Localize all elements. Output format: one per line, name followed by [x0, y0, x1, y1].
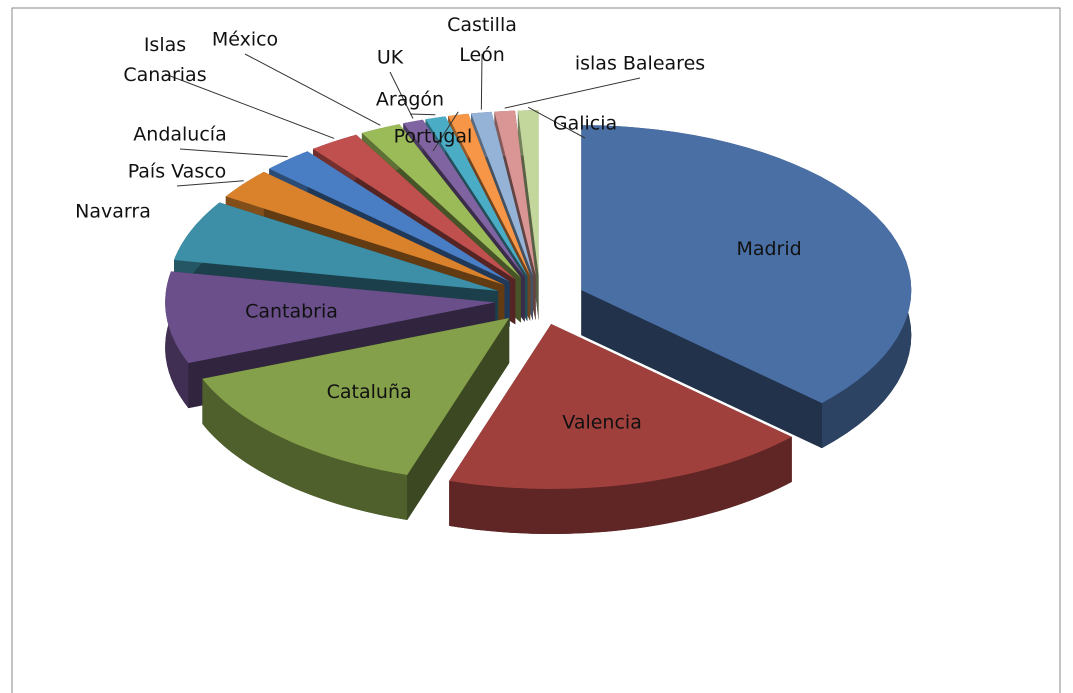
- leader-line: [179, 148, 288, 158]
- slice-top: [425, 116, 528, 277]
- slice-top: [449, 323, 792, 489]
- slice-rim: [449, 436, 792, 534]
- slice-rim: [202, 378, 408, 520]
- slice-top: [174, 202, 499, 291]
- slice-label: Portugal: [394, 126, 473, 148]
- slice-wall: [581, 290, 822, 449]
- slice-label: Cantabria: [245, 300, 338, 322]
- slice-label: País Vasco: [128, 161, 227, 183]
- pie-slice: [202, 318, 510, 520]
- slice-top: [517, 110, 539, 276]
- slice-label: Madrid: [736, 238, 801, 260]
- slice-top: [202, 318, 510, 475]
- slice-top: [471, 111, 533, 276]
- pie-slice: [581, 125, 912, 449]
- slice-label: Castilla León: [447, 14, 517, 66]
- leader-line: [244, 53, 381, 126]
- leader-line: [480, 53, 483, 110]
- slice-top: [269, 151, 510, 282]
- leader-line: [527, 106, 586, 139]
- pie-slice: [449, 323, 792, 534]
- slice-label: México: [212, 29, 278, 51]
- slice-top: [165, 271, 496, 364]
- leader-line: [176, 180, 244, 187]
- slice-top: [494, 110, 536, 276]
- slice-top: [448, 113, 531, 276]
- leader-line: [389, 71, 414, 119]
- slice-label: Navarra: [75, 201, 151, 223]
- slice-top: [225, 171, 505, 285]
- slice-label: Valencia: [562, 412, 642, 434]
- slice-label: Islas Canarias: [123, 34, 206, 86]
- leader-line: [409, 113, 436, 116]
- leader-line: [432, 111, 459, 152]
- leader-line: [504, 77, 641, 109]
- slice-wall: [407, 318, 510, 520]
- slice-label: Andalucía: [133, 124, 226, 146]
- slice-top: [313, 134, 516, 280]
- slice-top: [581, 125, 912, 404]
- slice-label: Galicia: [553, 113, 617, 135]
- slice-label: Cataluña: [327, 381, 412, 403]
- leader-line: [164, 73, 335, 139]
- slice-label: UK: [377, 47, 404, 69]
- slice-label: Aragón: [376, 89, 444, 111]
- slice-label: islas Baleares: [575, 53, 705, 75]
- slice-top: [403, 119, 525, 277]
- slice-top: [361, 124, 521, 278]
